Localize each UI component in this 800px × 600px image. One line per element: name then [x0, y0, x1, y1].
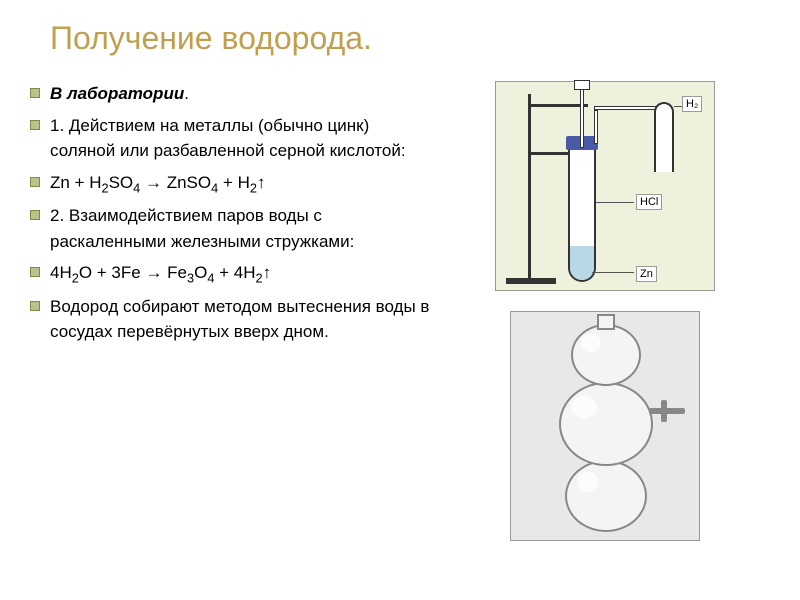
- bullet-item: В лаборатории.: [30, 81, 430, 107]
- content-area: В лаборатории. 1. Действием на металлы (о…: [30, 81, 770, 541]
- slide-title: Получение водорода.: [50, 20, 770, 57]
- bullet-text: Водород собирают методом вытеснения воды…: [50, 294, 430, 345]
- bullet-marker-icon: [30, 88, 40, 98]
- bullet-marker-icon: [30, 301, 40, 311]
- diagram-gas-collection: H₂ HCl Zn: [495, 81, 715, 291]
- bullet-marker-icon: [30, 267, 40, 277]
- bullet-list: В лаборатории. 1. Действием на металлы (о…: [30, 81, 430, 541]
- label-h2: H₂: [682, 96, 702, 112]
- bullet-marker-icon: [30, 177, 40, 187]
- bullet-text: В лаборатории.: [50, 81, 430, 107]
- bullet-text: 4H2O + 3Fe → Fe3O4 + 4H2↑: [50, 260, 430, 288]
- bullet-marker-icon: [30, 120, 40, 130]
- diagram-kipp-generator: [510, 311, 700, 541]
- bullet-text: Zn + H2SO4 → ZnSO4 + H2↑: [50, 170, 430, 198]
- bullet-item: Водород собирают методом вытеснения воды…: [30, 294, 430, 345]
- bullet-item: 1. Действием на металлы (обычно цинк) со…: [30, 113, 430, 164]
- bullet-item: Zn + H2SO4 → ZnSO4 + H2↑: [30, 170, 430, 198]
- label-hcl: HCl: [636, 194, 662, 210]
- images-column: H₂ HCl Zn: [440, 81, 770, 541]
- bullet-text: 1. Действием на металлы (обычно цинк) со…: [50, 113, 430, 164]
- label-zn: Zn: [636, 266, 657, 282]
- bullet-text: 2. Взаимодействием паров воды с раскален…: [50, 203, 430, 254]
- bullet-item: 2. Взаимодействием паров воды с раскален…: [30, 203, 430, 254]
- bullet-marker-icon: [30, 210, 40, 220]
- bullet-item: 4H2O + 3Fe → Fe3O4 + 4H2↑: [30, 260, 430, 288]
